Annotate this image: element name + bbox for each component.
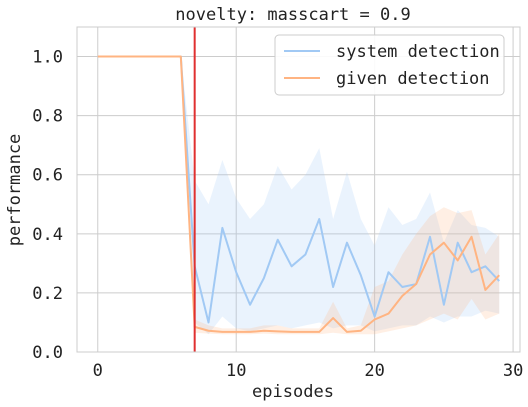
y-tick-label: 0.4	[32, 225, 63, 245]
legend-label-given-detection: given detection	[336, 69, 490, 89]
x-tick-label: 0	[93, 361, 103, 381]
chart-title: novelty: masscart = 0.9	[175, 5, 410, 25]
y-tick-label: 0.0	[32, 343, 63, 363]
band-given-detection	[97, 56, 500, 335]
plot-frame	[76, 26, 521, 353]
series-lines	[97, 55, 500, 333]
legend-box	[274, 34, 505, 96]
y-tick-label: 0.2	[32, 284, 63, 304]
confidence-bands	[97, 56, 500, 335]
y-axis-label: performance	[5, 134, 25, 247]
y-tick-label: 0.6	[32, 166, 63, 186]
legend-label-system-detection: system detection	[336, 42, 500, 62]
band-system-detection	[97, 56, 500, 335]
y-tick-label: 0.8	[32, 107, 63, 127]
line-given-detection	[97, 55, 500, 333]
y-tick-label: 1.0	[32, 48, 63, 68]
x-tick-label: 20	[364, 361, 384, 381]
x-tick-label: 10	[226, 361, 246, 381]
axis-ticks: 0 10 20 30 0.0 0.2 0.4 0.6 0.8 1.0	[32, 48, 523, 381]
x-tick-label: 30	[503, 361, 523, 381]
legend: system detection given detection	[274, 34, 505, 96]
x-axis-label: episodes	[252, 382, 334, 402]
